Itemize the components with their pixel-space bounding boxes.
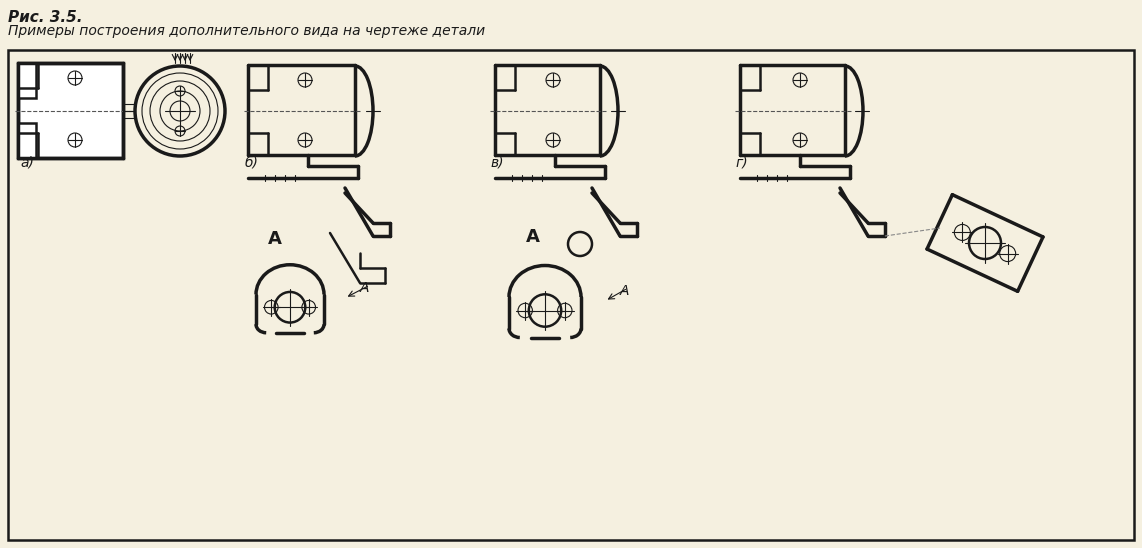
Bar	[18, 63, 37, 98]
Bar	[8, 50, 1134, 540]
Text: А: А	[620, 284, 629, 298]
Bar	[18, 123, 37, 158]
Text: А: А	[526, 228, 540, 246]
Text: Рис. 3.5.: Рис. 3.5.	[8, 10, 82, 25]
Text: б): б)	[246, 156, 259, 170]
Text: А: А	[268, 230, 282, 248]
Text: Примеры построения дополнительного вида на чертеже детали: Примеры построения дополнительного вида …	[8, 24, 485, 38]
Bar	[18, 63, 123, 158]
Text: г): г)	[735, 156, 748, 170]
Text: А: А	[360, 281, 370, 295]
Text: а): а)	[21, 156, 34, 170]
Text: в): в)	[490, 156, 504, 170]
